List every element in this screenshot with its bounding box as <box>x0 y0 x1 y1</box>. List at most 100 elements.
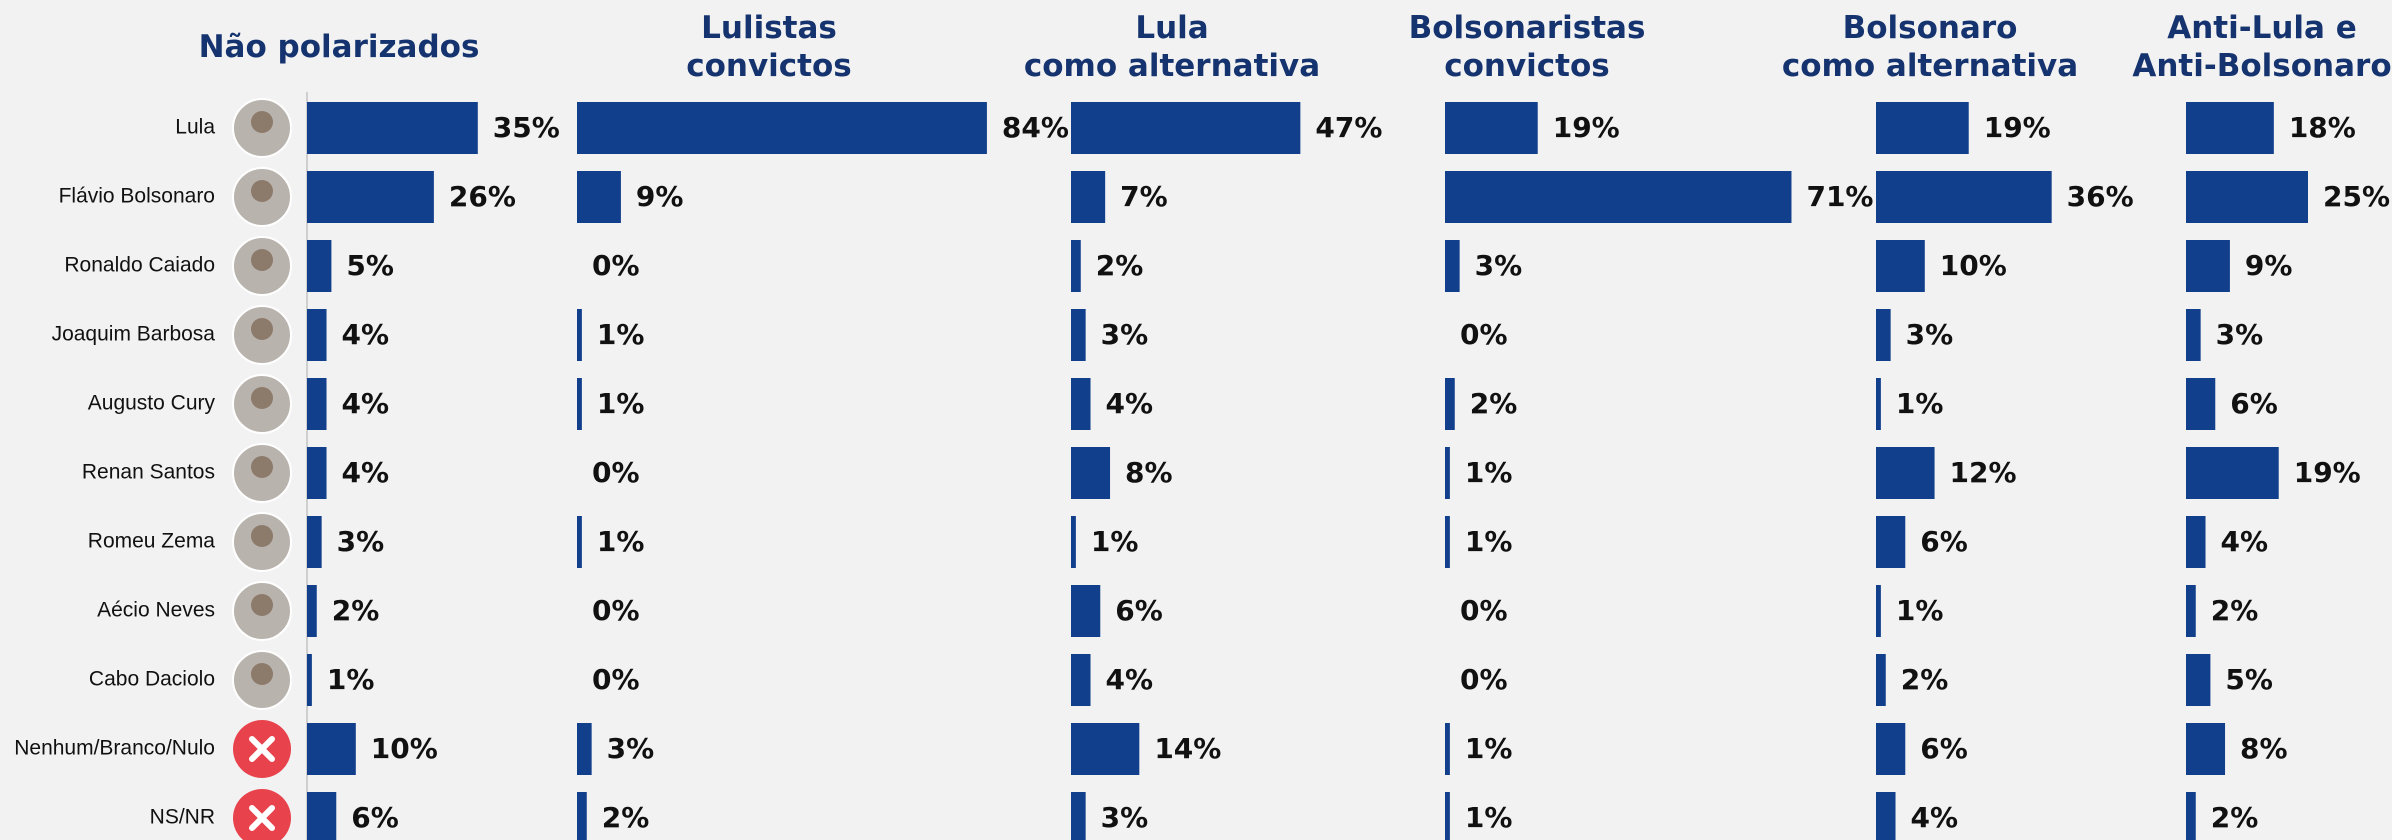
value-label: 4% <box>1106 663 1154 696</box>
category-label: Renan Santos <box>82 461 215 484</box>
value-label: 19% <box>1553 111 1620 144</box>
bar <box>307 723 356 775</box>
avatar-head <box>251 594 273 616</box>
value-label: 10% <box>371 732 438 765</box>
bar <box>577 516 582 568</box>
value-label: 84% <box>1002 111 1069 144</box>
value-label: 1% <box>1465 456 1513 489</box>
bar <box>1876 171 2052 223</box>
bar <box>1445 240 1460 292</box>
value-label: 26% <box>449 180 516 213</box>
value-label: 4% <box>2221 525 2269 558</box>
value-label: 6% <box>1115 594 1163 627</box>
value-label: 71% <box>1806 180 1873 213</box>
bar <box>1071 309 1086 361</box>
value-label: 8% <box>1125 456 1173 489</box>
value-label: 19% <box>1984 111 2051 144</box>
bar <box>307 792 336 840</box>
avatar-head <box>251 456 273 478</box>
value-label: 1% <box>597 318 645 351</box>
value-label: 2% <box>1470 387 1518 420</box>
bar <box>1876 309 1891 361</box>
value-label: 10% <box>1940 249 2007 282</box>
value-label: 0% <box>592 663 640 696</box>
bar <box>1445 447 1450 499</box>
bar <box>1445 171 1791 223</box>
value-label: 12% <box>1950 456 2017 489</box>
category-label: Nenhum/Branco/Nulo <box>14 737 215 760</box>
value-label: 4% <box>1106 387 1154 420</box>
value-label: 2% <box>332 594 380 627</box>
bar <box>1071 171 1105 223</box>
value-label: 5% <box>346 249 394 282</box>
value-label: 25% <box>2323 180 2390 213</box>
bar <box>2186 309 2201 361</box>
avatar-head <box>251 663 273 685</box>
avatar-head <box>251 387 273 409</box>
bar <box>577 792 587 840</box>
value-label: 1% <box>1896 594 1944 627</box>
value-label: 3% <box>607 732 655 765</box>
bar <box>307 102 478 154</box>
bar <box>577 102 987 154</box>
bar <box>1071 516 1076 568</box>
bar <box>1876 585 1881 637</box>
value-label: 36% <box>2067 180 2134 213</box>
bar <box>1445 723 1450 775</box>
bar <box>1071 240 1081 292</box>
avatar-head <box>251 525 273 547</box>
bar <box>307 516 322 568</box>
value-label: 1% <box>1465 801 1513 834</box>
bar <box>1876 723 1905 775</box>
value-label: 6% <box>2230 387 2278 420</box>
bar <box>1071 792 1086 840</box>
bar <box>1876 378 1881 430</box>
value-label: 3% <box>1101 318 1149 351</box>
value-label: 4% <box>342 318 390 351</box>
bar <box>2186 240 2230 292</box>
value-label: 0% <box>1460 663 1508 696</box>
bar <box>1445 378 1455 430</box>
value-label: 18% <box>2289 111 2356 144</box>
value-label: 9% <box>636 180 684 213</box>
bar <box>577 171 621 223</box>
bar <box>1876 447 1935 499</box>
bar <box>1876 654 1886 706</box>
value-label: 4% <box>1911 801 1959 834</box>
value-label: 1% <box>1896 387 1944 420</box>
bar <box>2186 585 2196 637</box>
value-label: 1% <box>1091 525 1139 558</box>
value-label: 6% <box>351 801 399 834</box>
avatar-head <box>251 249 273 271</box>
bar <box>1876 516 1905 568</box>
value-label: 6% <box>1920 732 1968 765</box>
bar <box>2186 723 2225 775</box>
value-label: 1% <box>1465 732 1513 765</box>
value-label: 0% <box>1460 318 1508 351</box>
value-label: 14% <box>1154 732 1221 765</box>
value-label: 2% <box>602 801 650 834</box>
bar <box>1071 378 1091 430</box>
bar <box>577 309 582 361</box>
value-label: 7% <box>1120 180 1168 213</box>
value-label: 4% <box>342 456 390 489</box>
value-label: 8% <box>2240 732 2288 765</box>
value-label: 0% <box>592 249 640 282</box>
value-label: 0% <box>592 456 640 489</box>
avatar-head <box>251 318 273 340</box>
category-label: Joaquim Barbosa <box>52 323 216 346</box>
category-label: NS/NR <box>150 806 215 829</box>
category-label: Lula <box>175 116 215 139</box>
category-label: Cabo Daciolo <box>89 668 215 691</box>
bar <box>1071 585 1100 637</box>
bar <box>1445 516 1450 568</box>
value-label: 1% <box>1465 525 1513 558</box>
value-label: 1% <box>327 663 375 696</box>
bar <box>1445 102 1538 154</box>
bar <box>2186 654 2210 706</box>
value-label: 1% <box>597 525 645 558</box>
bar <box>1071 102 1300 154</box>
bar <box>2186 447 2279 499</box>
value-label: 2% <box>2211 801 2259 834</box>
bar <box>577 723 592 775</box>
